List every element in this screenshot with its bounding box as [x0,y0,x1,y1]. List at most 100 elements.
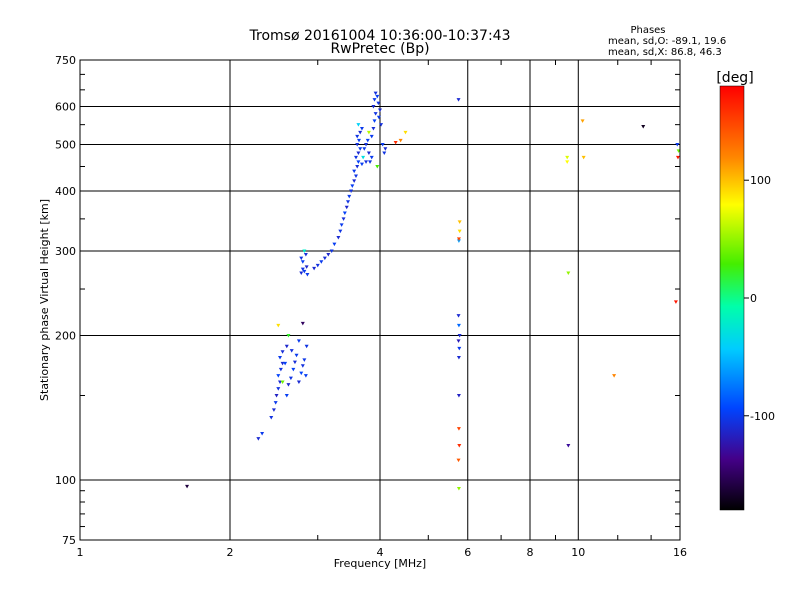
data-point [565,160,570,164]
data-point [372,98,377,102]
colorbar-label: [deg] [716,70,753,86]
data-point [302,358,307,362]
data-point [284,344,289,349]
data-point [304,344,309,349]
data-point [376,101,381,106]
x-tick-label: 10 [571,546,585,559]
data-point [580,119,585,123]
data-points [185,91,681,491]
data-point [300,321,305,326]
data-point [269,415,274,420]
data-point [288,376,293,381]
x-tick-label: 16 [673,546,687,559]
data-point [456,339,461,343]
data-point [456,323,461,328]
data-point [303,253,308,257]
data-point [345,200,350,204]
data-point [456,458,461,463]
x-tick-label: 6 [464,546,471,559]
y-tick-label: 200 [55,330,76,343]
data-point [358,130,363,135]
data-point [403,130,408,135]
data-point [373,91,378,96]
data-point [294,353,299,358]
data-point [352,179,357,183]
axis-ticks: 1 2 4 6 8 10 16 75 100 200 300 400 500 600 750 [55,54,687,559]
data-point [286,334,291,338]
data-point [372,119,377,123]
data-point [350,184,355,188]
y-tick-label: 600 [55,101,76,114]
data-point [332,242,337,247]
data-point [382,151,387,156]
data-point [673,300,678,304]
data-point [369,134,374,139]
data-point [347,194,352,199]
data-point [271,408,276,412]
data-point [278,367,283,372]
data-point [305,273,310,277]
data-point [364,160,369,164]
data-point [456,314,461,318]
data-point [319,260,324,264]
data-point [361,155,366,160]
data-point [581,155,586,160]
data-point [276,374,281,378]
data-point [456,427,461,431]
data-point [566,271,571,275]
data-point [355,143,360,147]
data-point [457,444,462,448]
data-point [364,143,369,147]
y-tick-label: 300 [55,245,76,258]
grid-lines [80,60,680,540]
data-point [276,323,281,328]
data-point [355,164,360,169]
data-point [185,484,190,489]
data-point [398,138,403,143]
data-point [299,371,304,376]
data-point [292,360,297,365]
data-point [299,256,304,261]
data-point [565,155,570,160]
data-point [352,169,357,174]
data-point [358,147,363,151]
x-tick-label: 8 [527,546,534,559]
stats-line-o: mean, sd,O: -89.1, 19.6 [608,36,726,47]
stats-heading: Phases [630,25,665,36]
data-point [380,143,385,147]
data-point [366,130,371,135]
data-point [675,155,680,160]
data-point [344,205,349,210]
data-point [299,271,304,275]
x-tick-label: 1 [77,546,84,559]
data-point [339,223,344,227]
data-point [278,380,283,385]
chart-subtitle: RwPretec (Bp) [330,41,429,57]
data-point [296,339,301,343]
data-point [379,123,384,127]
data-point [300,364,305,368]
data-point [326,253,331,257]
data-point [280,380,285,385]
data-point [283,361,288,366]
data-point [315,263,320,268]
data-point [355,134,360,139]
data-point [457,346,462,351]
data-point [641,125,646,129]
data-point [456,98,461,102]
data-point [356,151,361,156]
data-point [296,380,301,385]
data-point [456,355,461,360]
colorbar-tick-label: 0 [750,292,757,305]
x-axis-label: Frequency [MHz] [334,557,426,570]
data-point [356,160,361,164]
data-point [322,256,327,261]
data-point [456,394,461,398]
data-point [375,94,380,99]
data-point [612,374,617,378]
data-point [378,108,382,113]
data-point [456,487,461,491]
y-tick-label: 500 [55,139,76,152]
data-point [302,269,307,274]
